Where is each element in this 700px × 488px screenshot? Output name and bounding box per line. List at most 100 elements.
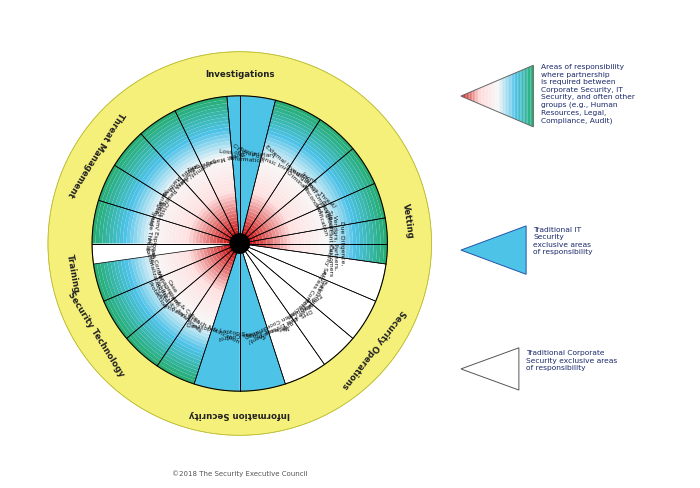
Wedge shape [48, 53, 432, 435]
Wedge shape [244, 222, 253, 227]
Polygon shape [523, 70, 525, 124]
Wedge shape [194, 183, 211, 196]
Wedge shape [187, 124, 230, 140]
Wedge shape [253, 222, 260, 229]
Wedge shape [123, 292, 145, 325]
Wedge shape [132, 150, 157, 179]
Wedge shape [201, 192, 216, 203]
Wedge shape [125, 260, 136, 289]
Polygon shape [496, 81, 497, 112]
Wedge shape [176, 158, 199, 176]
Polygon shape [517, 72, 519, 122]
Polygon shape [529, 67, 531, 126]
Wedge shape [353, 192, 365, 223]
Wedge shape [299, 216, 307, 233]
Wedge shape [290, 235, 294, 252]
Wedge shape [148, 282, 167, 308]
Polygon shape [520, 71, 522, 122]
Wedge shape [223, 239, 228, 244]
Wedge shape [288, 166, 311, 187]
Wedge shape [155, 197, 167, 219]
Polygon shape [531, 67, 532, 127]
Wedge shape [197, 221, 205, 232]
Wedge shape [161, 201, 173, 221]
Wedge shape [220, 233, 226, 239]
Wedge shape [273, 238, 277, 249]
Wedge shape [226, 226, 232, 232]
Wedge shape [328, 203, 337, 227]
Wedge shape [246, 218, 254, 224]
Wedge shape [188, 199, 201, 213]
Wedge shape [247, 211, 258, 219]
Wedge shape [186, 265, 198, 281]
Wedge shape [126, 291, 148, 323]
Wedge shape [284, 204, 296, 221]
Wedge shape [164, 178, 183, 199]
Wedge shape [193, 230, 197, 244]
Text: Due Diligence,
Vendors, Partners,
Significant Customers: Due Diligence, Vendors, Partners, Signif… [327, 209, 344, 275]
Wedge shape [172, 206, 182, 224]
Wedge shape [177, 294, 196, 312]
Wedge shape [179, 107, 228, 124]
Polygon shape [483, 87, 484, 107]
Polygon shape [532, 66, 533, 128]
Wedge shape [141, 158, 164, 184]
Wedge shape [167, 181, 185, 201]
Wedge shape [180, 268, 193, 285]
Polygon shape [526, 69, 528, 125]
Wedge shape [228, 217, 238, 223]
Wedge shape [314, 126, 348, 156]
Wedge shape [332, 165, 353, 195]
Wedge shape [139, 285, 158, 314]
Wedge shape [329, 167, 349, 197]
Wedge shape [132, 332, 163, 361]
Wedge shape [267, 199, 281, 211]
Wedge shape [201, 156, 232, 167]
Wedge shape [194, 309, 216, 322]
Polygon shape [461, 96, 463, 98]
Wedge shape [348, 151, 372, 187]
Wedge shape [178, 161, 201, 178]
Wedge shape [199, 209, 210, 221]
Wedge shape [176, 101, 228, 118]
Text: Employee at Risk
Protection: Employee at Risk Protection [276, 287, 322, 330]
Wedge shape [135, 152, 160, 181]
Wedge shape [223, 266, 232, 273]
Wedge shape [196, 261, 206, 275]
Wedge shape [205, 214, 215, 224]
Wedge shape [208, 202, 220, 211]
Wedge shape [190, 264, 201, 279]
Wedge shape [205, 292, 222, 302]
Wedge shape [356, 191, 368, 222]
Wedge shape [189, 229, 195, 244]
Wedge shape [217, 214, 227, 222]
Wedge shape [248, 227, 255, 233]
Wedge shape [218, 252, 225, 259]
Text: Background
Verification: Background Verification [314, 200, 335, 237]
Wedge shape [209, 235, 214, 244]
Wedge shape [331, 227, 335, 257]
Wedge shape [334, 227, 339, 258]
Wedge shape [335, 163, 356, 194]
Wedge shape [248, 239, 253, 243]
Polygon shape [522, 70, 523, 123]
Wedge shape [379, 219, 384, 264]
Wedge shape [365, 187, 379, 220]
Wedge shape [199, 301, 218, 312]
Wedge shape [183, 114, 229, 130]
Wedge shape [307, 232, 312, 254]
Wedge shape [168, 223, 174, 244]
Wedge shape [193, 139, 231, 152]
Wedge shape [269, 124, 307, 143]
Wedge shape [230, 221, 238, 226]
Text: Areas of responsibility
where partnership
is required between
Corporate Security: Areas of responsibility where partnershi… [540, 64, 634, 123]
Text: Fraud & Cyber
Security Awareness: Fraud & Cyber Security Awareness [155, 286, 206, 333]
Wedge shape [245, 250, 353, 365]
Wedge shape [243, 228, 248, 233]
Wedge shape [104, 300, 130, 339]
Wedge shape [190, 201, 203, 215]
Polygon shape [467, 94, 468, 100]
Wedge shape [147, 217, 155, 244]
Wedge shape [273, 190, 289, 204]
Wedge shape [227, 252, 232, 258]
